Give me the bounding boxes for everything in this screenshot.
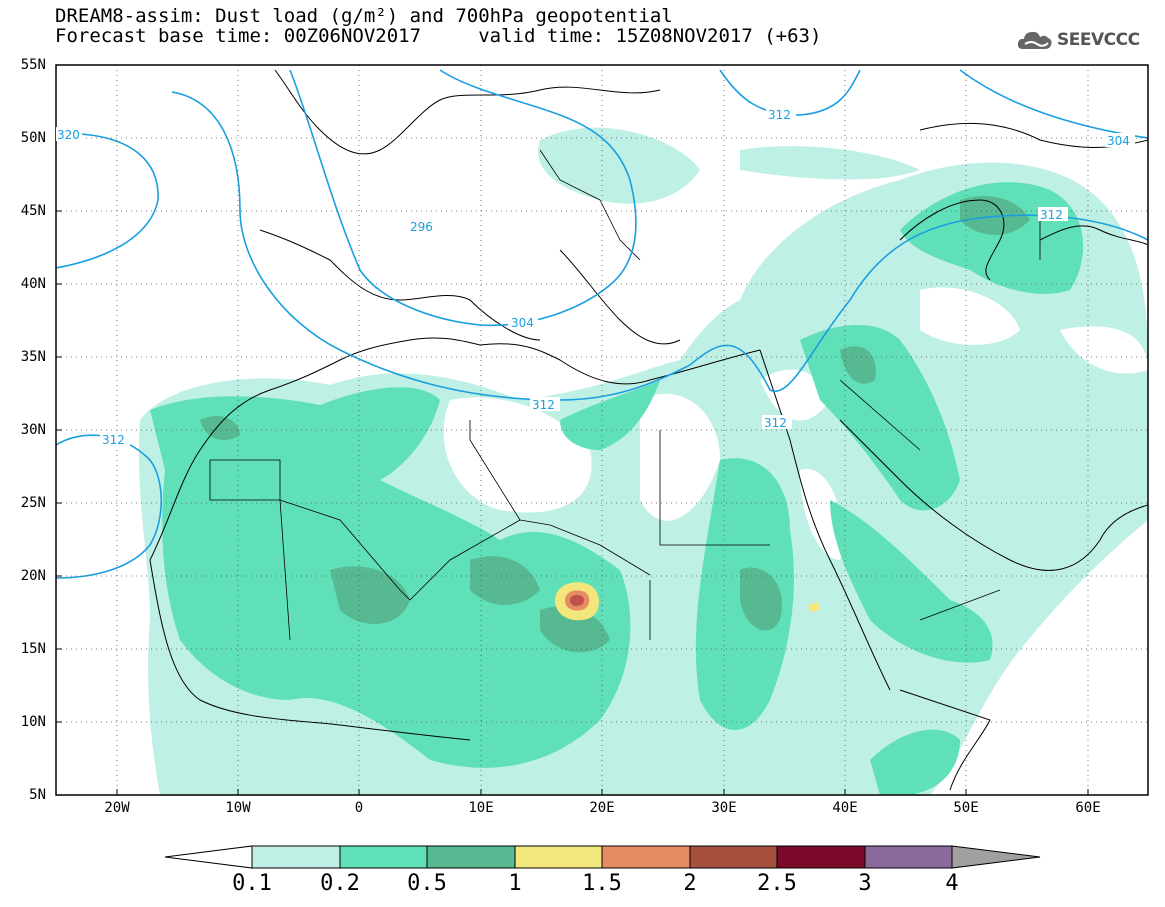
contour-label: 312 (764, 416, 787, 430)
colorbar-segment (514, 845, 603, 869)
lon-label: 30E (711, 800, 737, 816)
lat-label: 15N (20, 641, 46, 657)
country-borders (209, 149, 1041, 641)
lat-lon-grid (56, 65, 1148, 795)
colorbar-tick-label: 0.5 (407, 871, 447, 896)
lon-label: 20E (589, 800, 615, 816)
contour-label: 320 (57, 128, 80, 142)
lat-label: 20N (20, 568, 46, 584)
logo-text: SEEVCCC (1057, 30, 1140, 50)
dust-max-red (570, 594, 585, 606)
dust-spot-yellow (808, 602, 820, 612)
contour-label: 312 (1040, 208, 1063, 222)
contour-label: 296 (410, 220, 433, 234)
colorbar-tick-label: 3 (858, 871, 872, 896)
contour-label: 304 (1107, 134, 1130, 148)
lat-label: 40N (20, 276, 46, 292)
colorbar-tick-label: 1 (508, 871, 522, 896)
colorbar (164, 845, 1041, 869)
lat-label: 30N (20, 422, 46, 438)
coastlines (149, 69, 1148, 791)
lat-label: 35N (20, 349, 46, 365)
colorbar-segment (689, 845, 778, 869)
lat-label: 5N (29, 787, 46, 803)
colorbar-segment (339, 845, 428, 869)
lat-label: 50N (20, 130, 46, 146)
lat-label: 10N (20, 714, 46, 730)
map-title: DREAM8-assim: Dust load (g/m²) and 700hP… (55, 5, 673, 27)
contour-label: 304 (511, 316, 534, 330)
contour-label: 312 (102, 433, 125, 447)
colorbar-segment (251, 845, 341, 869)
colorbar-segment (776, 845, 866, 869)
dust-region-high (200, 196, 1030, 653)
colorbar-tick-label: 2.5 (757, 871, 797, 896)
lon-label: 60E (1075, 800, 1101, 816)
geopotential-contours (56, 69, 1148, 579)
lon-label: 50E (953, 800, 979, 816)
colorbar-tick-label: 0.1 (232, 871, 272, 896)
colorbar-tick-label: 4 (945, 871, 959, 896)
cloud-icon (1017, 31, 1052, 49)
colorbar-tick-label: 0.2 (320, 871, 360, 896)
lat-label: 55N (20, 57, 46, 73)
seevccc-logo: SEEVCCC (1017, 27, 1140, 53)
colorbar-tick-label: 2 (683, 871, 697, 896)
lat-label: 25N (20, 495, 46, 511)
lat-label: 45N (20, 203, 46, 219)
contour-label: 312 (532, 398, 555, 412)
colorbar-tick-label: 1.5 (582, 871, 622, 896)
colorbar-segment (864, 845, 953, 869)
lon-label: 10E (468, 800, 494, 816)
contour-label: 312 (768, 108, 791, 122)
lon-label: 40E (832, 800, 858, 816)
lon-label: 10W (225, 800, 251, 816)
colorbar-segment (601, 845, 691, 869)
colorbar-segment-under (164, 845, 253, 869)
lon-label: 20W (104, 800, 130, 816)
colorbar-segment-over (951, 845, 1041, 869)
colorbar-segment (426, 845, 516, 869)
map-subtitle: Forecast base time: 00Z06NOV2017 valid t… (55, 25, 822, 47)
lon-label: 0 (354, 800, 364, 816)
